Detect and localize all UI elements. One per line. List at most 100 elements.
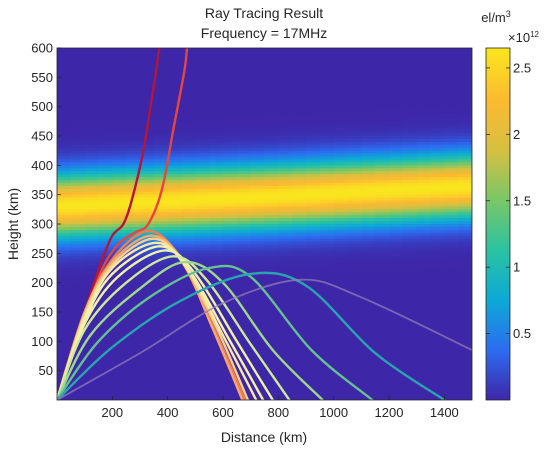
density-cell [250, 232, 266, 237]
density-cell [195, 92, 210, 96]
density-cell [319, 309, 335, 313]
density-cell [70, 68, 86, 73]
density-cell [444, 312, 459, 316]
density-cell [292, 326, 307, 331]
density-cell [402, 144, 418, 149]
density-cell [416, 156, 432, 161]
density-cell [98, 77, 113, 81]
density-cell [278, 224, 293, 228]
density-cell [444, 203, 459, 207]
density-cell [361, 83, 376, 87]
density-cell [347, 288, 362, 293]
density-cell [112, 394, 127, 398]
density-cell [402, 353, 418, 357]
colorbar-gradient [485, 47, 511, 401]
density-cell [375, 133, 390, 137]
density-cell [126, 341, 141, 345]
density-cell [167, 48, 183, 52]
density-cell [416, 291, 432, 295]
density-cell [458, 218, 472, 222]
density-cell [167, 244, 183, 249]
density-cell [375, 97, 390, 102]
density-cell [444, 309, 459, 313]
density-cell [444, 150, 459, 155]
density-cell [112, 77, 127, 81]
density-cell [126, 300, 141, 304]
density-cell [319, 94, 335, 99]
density-cell [195, 200, 210, 205]
density-cell [389, 165, 404, 169]
density-cell [306, 71, 321, 75]
density-cell [70, 285, 86, 290]
density-cell [389, 106, 404, 111]
density-cell [126, 121, 141, 125]
density-cell [223, 97, 238, 102]
density-cell [389, 391, 404, 395]
density-cell [84, 350, 100, 354]
density-cell [250, 262, 266, 266]
density-cell [57, 65, 72, 70]
density-cell [292, 188, 307, 193]
density-cell [416, 373, 432, 378]
density-cell [153, 350, 169, 354]
density-cell [444, 353, 459, 357]
density-cell [444, 115, 459, 119]
density-cell [181, 332, 196, 337]
density-cell [181, 188, 196, 193]
density-cell [84, 276, 100, 281]
density-cell [361, 136, 376, 140]
density-cell [333, 74, 349, 78]
density-cell [250, 86, 266, 90]
density-cell [319, 141, 335, 146]
density-cell [84, 361, 100, 366]
density-cell [319, 185, 335, 190]
density-cell [306, 370, 321, 375]
density-cell [278, 56, 293, 61]
density-cell [112, 194, 127, 199]
density-cell [458, 256, 472, 260]
density-cell [181, 115, 196, 119]
density-cell [416, 344, 432, 348]
density-cell [444, 83, 459, 87]
density-cell [389, 153, 404, 158]
density-cell [402, 141, 418, 146]
density-cell [250, 171, 266, 175]
density-cell [153, 174, 169, 178]
density-cell [236, 347, 252, 351]
density-cell [153, 367, 169, 372]
density-cell [306, 56, 321, 61]
density-cell [84, 367, 100, 372]
density-cell [347, 294, 362, 298]
density-cell [223, 156, 238, 161]
density-cell [347, 391, 362, 395]
density-cell [444, 226, 459, 231]
density-cell [57, 106, 72, 111]
density-cell [140, 356, 155, 360]
density-cell [458, 385, 472, 389]
density-cell [347, 77, 362, 81]
density-cell [236, 136, 252, 140]
density-cell [458, 288, 472, 293]
density-cell [444, 65, 459, 70]
density-cell [361, 335, 376, 339]
density-cell [333, 209, 349, 213]
density-cell [57, 256, 72, 260]
density-cell [416, 338, 432, 342]
density-cell [250, 127, 266, 131]
density-cell [278, 71, 293, 75]
density-cell [112, 347, 127, 351]
density-cell [70, 273, 86, 278]
density-cell [70, 109, 86, 114]
density-cell [195, 358, 210, 363]
density-cell [84, 153, 100, 158]
density-cell [389, 341, 404, 345]
density-cell [223, 165, 238, 169]
density-cell [153, 162, 169, 166]
density-cell [444, 171, 459, 175]
density-cell [209, 224, 224, 228]
density-cell [416, 141, 432, 146]
density-cell [181, 253, 196, 257]
density-cell [402, 294, 418, 298]
density-cell [167, 294, 183, 298]
density-cell [250, 144, 266, 149]
